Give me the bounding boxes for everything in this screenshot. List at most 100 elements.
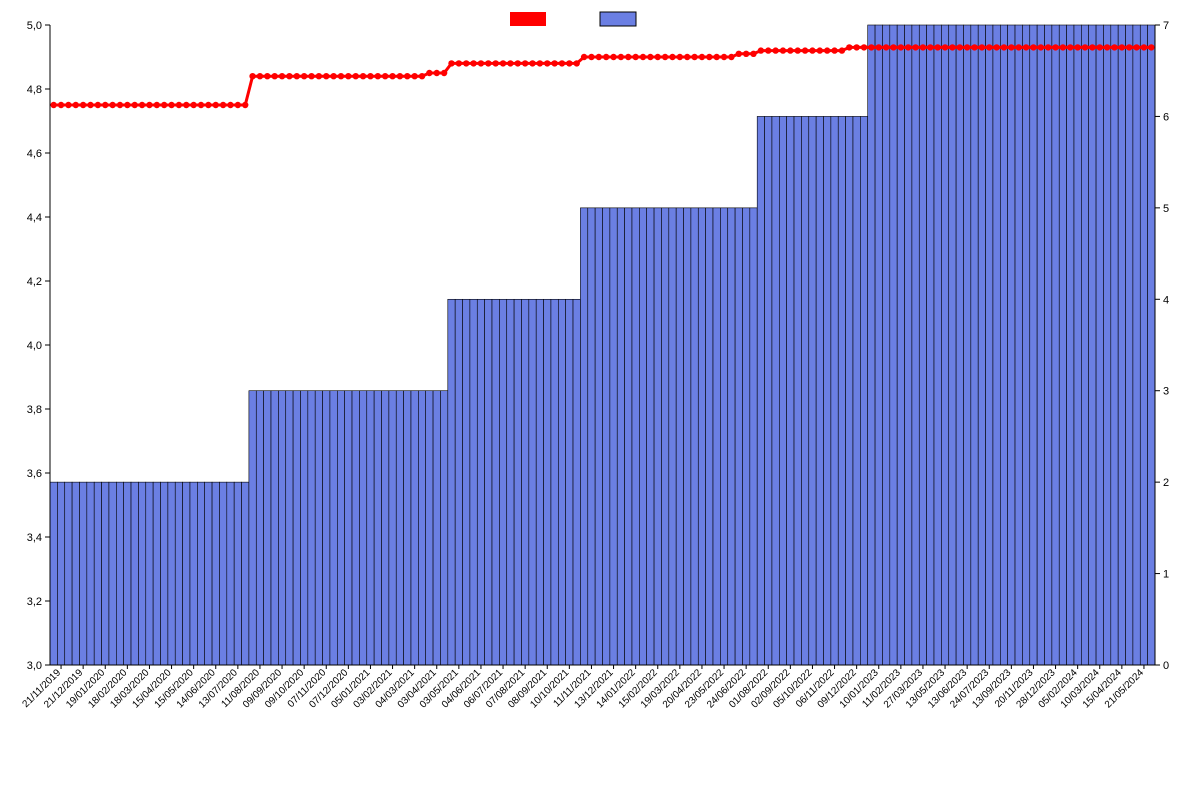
line-marker xyxy=(942,44,948,50)
line-marker xyxy=(264,73,270,79)
bar xyxy=(632,208,639,665)
bar xyxy=(293,391,300,665)
bar xyxy=(1140,25,1147,665)
bar xyxy=(742,208,749,665)
ylabel-left: 3,2 xyxy=(27,596,42,608)
line-marker xyxy=(294,73,300,79)
line-marker xyxy=(286,73,292,79)
ylabel-left: 3,0 xyxy=(27,660,42,672)
line-marker xyxy=(1148,44,1154,50)
bar xyxy=(440,391,447,665)
ylabel-right: 2 xyxy=(1163,477,1169,489)
bar xyxy=(1000,25,1007,665)
line-marker xyxy=(876,44,882,50)
bar xyxy=(1118,25,1125,665)
line-marker xyxy=(765,47,771,53)
bar xyxy=(286,391,293,665)
bar xyxy=(278,391,285,665)
line-marker xyxy=(257,73,263,79)
bar xyxy=(57,482,64,665)
bar xyxy=(794,116,801,665)
line-marker xyxy=(802,47,808,53)
line-marker xyxy=(1111,44,1117,50)
bar xyxy=(477,299,484,665)
line-marker xyxy=(647,54,653,60)
line-marker xyxy=(957,44,963,50)
bar xyxy=(603,208,610,665)
bar xyxy=(463,299,470,665)
line-marker xyxy=(308,73,314,79)
bar xyxy=(116,482,123,665)
line-marker xyxy=(817,47,823,53)
bar xyxy=(1126,25,1133,665)
ylabel-left: 4,8 xyxy=(27,84,42,96)
bar xyxy=(713,208,720,665)
bar xyxy=(507,299,514,665)
line-marker xyxy=(1045,44,1051,50)
line-marker xyxy=(102,102,108,108)
bar xyxy=(352,391,359,665)
ylabel-left: 4,6 xyxy=(27,148,42,160)
bar xyxy=(389,391,396,665)
bar xyxy=(853,116,860,665)
line-marker xyxy=(831,47,837,53)
bar xyxy=(956,25,963,665)
bar xyxy=(50,482,57,665)
line-marker xyxy=(780,47,786,53)
bar xyxy=(949,25,956,665)
bar xyxy=(978,25,985,665)
line-marker xyxy=(139,102,145,108)
line-marker xyxy=(80,102,86,108)
line-marker xyxy=(993,44,999,50)
line-marker xyxy=(220,102,226,108)
combo-chart: 3,03,23,43,63,84,04,24,44,64,85,00123456… xyxy=(0,0,1200,800)
ylabel-right: 0 xyxy=(1163,660,1169,672)
bar xyxy=(779,116,786,665)
bar xyxy=(499,299,506,665)
bar xyxy=(426,391,433,665)
line-marker xyxy=(411,73,417,79)
line-marker xyxy=(124,102,130,108)
ylabel-left: 3,4 xyxy=(27,532,42,544)
bar xyxy=(234,482,241,665)
line-marker xyxy=(795,47,801,53)
line-marker xyxy=(279,73,285,79)
bar xyxy=(824,116,831,665)
line-marker xyxy=(898,44,904,50)
bar xyxy=(595,208,602,665)
line-marker xyxy=(1074,44,1080,50)
bar xyxy=(787,116,794,665)
line-marker xyxy=(183,102,189,108)
ylabel-left: 3,6 xyxy=(27,468,42,480)
line-marker xyxy=(905,44,911,50)
bar xyxy=(227,482,234,665)
bar xyxy=(941,25,948,665)
line-marker xyxy=(706,54,712,60)
line-marker xyxy=(853,44,859,50)
line-marker xyxy=(434,70,440,76)
bar xyxy=(993,25,1000,665)
line-marker xyxy=(190,102,196,108)
bar xyxy=(897,25,904,665)
bar xyxy=(912,25,919,665)
bar xyxy=(927,25,934,665)
bar xyxy=(963,25,970,665)
line-marker xyxy=(1104,44,1110,50)
bar xyxy=(492,299,499,665)
bar xyxy=(470,299,477,665)
ylabel-left: 4,4 xyxy=(27,212,42,224)
bar xyxy=(175,482,182,665)
line-marker xyxy=(691,54,697,60)
bar xyxy=(610,208,617,665)
bar xyxy=(735,208,742,665)
line-marker xyxy=(544,60,550,66)
bar xyxy=(831,116,838,665)
bar xyxy=(455,299,462,665)
line-marker xyxy=(1030,44,1036,50)
line-marker xyxy=(109,102,115,108)
line-marker xyxy=(522,60,528,66)
line-marker xyxy=(1052,44,1058,50)
line-marker xyxy=(1001,44,1007,50)
bar xyxy=(1089,25,1096,665)
line-marker xyxy=(176,102,182,108)
